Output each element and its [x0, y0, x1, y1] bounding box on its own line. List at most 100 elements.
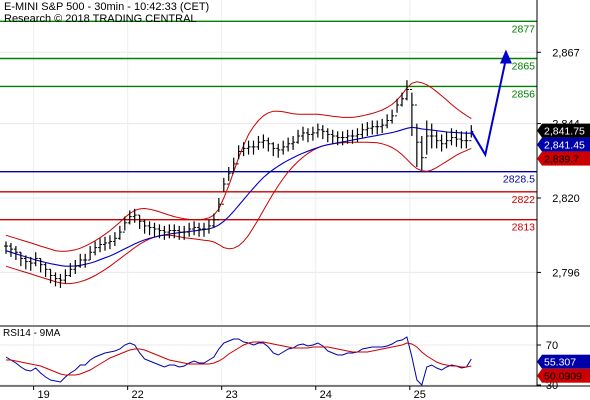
price-bar [335, 131, 340, 146]
time-tick-label: 24 [320, 389, 332, 400]
price-bar [211, 213, 216, 228]
price-bar [8, 242, 13, 257]
bid-price-box: 2,839.7 [537, 151, 590, 166]
bollinger-upper-line [5, 81, 472, 252]
price-bar [172, 224, 177, 239]
bid-price-box-label: 2,839.7 [544, 154, 579, 166]
price-bar [320, 125, 325, 140]
price-bar [241, 142, 246, 157]
price-bar [400, 92, 404, 107]
price-tick-label: 2,796 [552, 267, 580, 279]
price-bar [167, 224, 172, 239]
price-bar [58, 273, 63, 288]
forecast-path [470, 58, 507, 158]
time-tick-label: 25 [414, 389, 426, 400]
rsi-axis: 70 30 [537, 340, 558, 392]
price-bar [221, 177, 226, 205]
price-bar [4, 241, 8, 254]
time-tick-label: 23 [226, 389, 238, 400]
price-bar [202, 222, 206, 237]
price-bar [444, 131, 449, 149]
price-bar [375, 120, 380, 135]
price-bar [43, 263, 48, 278]
price-bar [48, 268, 53, 284]
price-bar [68, 263, 73, 278]
price-bar [414, 104, 419, 167]
level-label-resistance: 2856 [512, 88, 536, 100]
main-gridlines [0, 0, 537, 325]
chart-title: E-MINI S&P 500 - 30min - 10:42:33 (CET) [4, 1, 210, 13]
price-bar [162, 225, 167, 240]
rsi-line [5, 336, 472, 386]
price-bar [261, 134, 266, 149]
price-bar [98, 238, 103, 253]
last-price-box: 2,841.75 [537, 123, 590, 138]
price-bar [266, 137, 271, 152]
price-bar [286, 137, 291, 152]
price-bar [449, 128, 454, 146]
price-bar [434, 131, 439, 149]
rsi-tick-label: 70 [546, 340, 558, 352]
price-bar [132, 208, 137, 223]
price-bar [424, 120, 429, 159]
price-bar [380, 118, 385, 133]
price-bar [246, 140, 251, 155]
price-bar [350, 129, 355, 144]
price-bar [409, 89, 414, 136]
price-bar [464, 131, 469, 149]
price-bar [360, 123, 365, 138]
rsi-ma-value-box-label: 50.0909 [544, 371, 582, 383]
price-bar [206, 219, 211, 234]
value-boxes: 2,841.75 2,841.45 2,839.7 55.307 50.0909 [537, 123, 590, 383]
rsi-gridlines [0, 327, 537, 386]
time-axis: 19 22 23 24 25 [33, 386, 426, 400]
price-tick-label: 2,867 [552, 47, 580, 59]
price-bar [305, 128, 310, 143]
price-bar [197, 222, 202, 237]
price-bar [439, 134, 444, 152]
rsi-value-box: 55.307 [537, 354, 590, 369]
price-bar [345, 129, 350, 144]
rsi-tick-label: 30 [546, 380, 558, 392]
rsi-panel-label: RSI14 - 9MA [3, 328, 61, 339]
price-bar [454, 129, 459, 147]
price-bar [390, 109, 395, 124]
price-bar [33, 252, 38, 267]
price-bar [231, 157, 236, 174]
price-bar [83, 253, 88, 268]
price-bar [236, 145, 241, 165]
time-tick-label: 19 [37, 389, 49, 400]
price-bar [192, 221, 197, 236]
price-bar [301, 126, 305, 141]
price-bar [404, 80, 409, 101]
price-bar [429, 123, 434, 149]
rsi-lines [5, 336, 472, 386]
price-bar [187, 222, 192, 237]
price-bar [93, 241, 98, 256]
price-bar [73, 260, 78, 274]
moving-average-line [5, 126, 472, 267]
price-bar [385, 114, 390, 129]
moving-average [5, 126, 472, 267]
level-label-support: 2822 [512, 194, 536, 206]
level-label-resistance: 2865 [512, 61, 536, 73]
price-bar [117, 225, 122, 240]
ask-price-box: 2,841.45 [537, 137, 590, 152]
price-bar [28, 256, 33, 271]
price-bar [157, 224, 162, 239]
rsi-ma-line [6, 341, 472, 376]
price-bar [177, 225, 182, 240]
time-tick-label: 22 [132, 389, 144, 400]
price-bar [122, 216, 127, 233]
price-bar [310, 126, 315, 141]
price-bar [112, 232, 117, 247]
price-bar [251, 140, 256, 155]
price-bars [4, 80, 474, 288]
price-bar [340, 131, 345, 146]
price-bar [107, 235, 112, 250]
rsi-value-box-label: 55.307 [544, 357, 576, 369]
price-bar [291, 136, 296, 150]
price-bar [182, 225, 187, 240]
forecast-arrow [470, 49, 512, 158]
